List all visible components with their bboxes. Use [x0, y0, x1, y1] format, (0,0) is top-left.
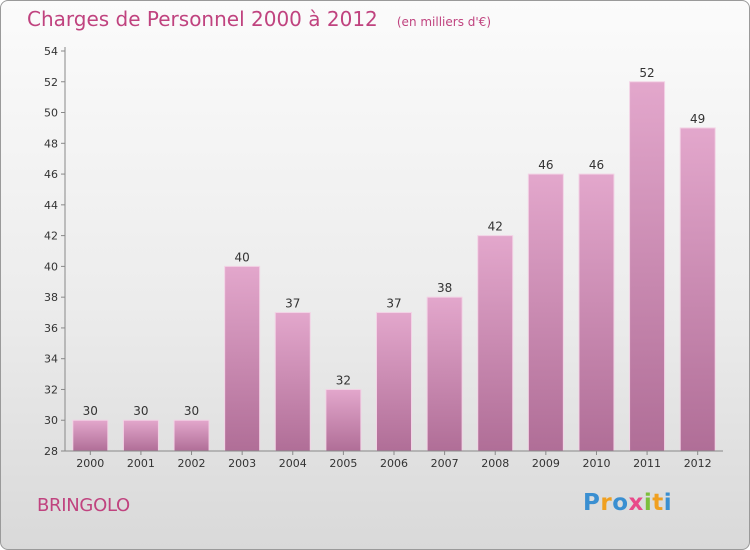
y-tick-label: 46: [44, 168, 58, 181]
logo-letter: o: [612, 490, 629, 516]
y-tick-label: 38: [44, 291, 58, 304]
y-tick-label: 34: [44, 353, 58, 366]
x-tick-label: 2008: [481, 457, 509, 470]
x-tick-label: 2012: [684, 457, 712, 470]
bar-2001: [123, 420, 159, 451]
bar-value-label: 37: [285, 297, 300, 311]
x-tick-label: 2006: [380, 457, 408, 470]
x-tick-label: 2009: [532, 457, 560, 470]
logo-letter: x: [628, 490, 644, 516]
y-tick-label: 36: [44, 322, 58, 335]
bar-value-label: 52: [639, 66, 654, 80]
chart-title: Charges de Personnel 2000 à 2012: [27, 7, 378, 31]
y-tick-label: 52: [44, 76, 58, 89]
y-tick-label: 28: [44, 445, 58, 458]
logo-letter: P: [583, 490, 601, 516]
bar-value-label: 30: [184, 404, 199, 418]
bar-value-label: 46: [589, 158, 604, 172]
x-tick-label: 2003: [228, 457, 256, 470]
y-tick-label: 44: [44, 199, 58, 212]
bar-2008: [477, 235, 513, 451]
bar-value-label: 38: [437, 281, 452, 295]
x-tick-label: 2004: [279, 457, 307, 470]
logo-letter: r: [600, 490, 613, 516]
chart-header: Charges de Personnel 2000 à 2012 (en mil…: [27, 7, 491, 31]
bar-2009: [528, 174, 564, 452]
chart-subtitle: (en milliers d'€): [396, 15, 491, 29]
bar-value-label: 30: [133, 404, 148, 418]
y-tick-label: 40: [44, 260, 58, 273]
bar-value-label: 49: [690, 112, 705, 126]
bar-value-label: 42: [488, 220, 503, 234]
bar-2005: [325, 389, 361, 451]
bar-2000: [72, 420, 108, 451]
bar-2010: [578, 174, 614, 452]
y-tick-label: 50: [44, 107, 58, 120]
y-tick-label: 42: [44, 230, 58, 243]
y-tick-label: 30: [44, 414, 58, 427]
y-axis: 28 30 32 34 36 38 40 42 44 46 48 50 52 54: [44, 45, 66, 458]
x-axis: 2000 2001 2002 2003 2004 2005 2006 2007 2008 2009…: [65, 450, 723, 470]
y-tick-label: 48: [44, 137, 58, 150]
x-tick-label: 2010: [582, 457, 610, 470]
commune-name: BRINGOLO: [37, 495, 130, 516]
bar-value-label: 30: [83, 404, 98, 418]
proxiti-logo: Proxiti: [583, 490, 672, 516]
bar-value-label: 46: [538, 158, 553, 172]
bar-2002: [174, 420, 210, 451]
bar-2006: [376, 312, 412, 451]
bar-value-label: 32: [336, 373, 351, 387]
x-tick-label: 2005: [329, 457, 357, 470]
x-tick-label: 2011: [633, 457, 661, 470]
logo-letter: i: [643, 490, 653, 516]
x-tick-label: 2001: [127, 457, 155, 470]
y-tick-label: 54: [44, 45, 58, 58]
x-tick-label: 2000: [76, 457, 104, 470]
bar-value-label: 40: [235, 250, 250, 264]
bar-2007: [427, 297, 463, 451]
bar-2011: [629, 81, 665, 452]
bar-value-label: 37: [386, 297, 401, 311]
bar-2012: [680, 127, 716, 451]
logo-letter: t: [652, 490, 664, 516]
bar-2004: [275, 312, 311, 451]
y-tick-label: 32: [44, 383, 58, 396]
bars: 30 30 30 40 37 32 37 38 42 46 46 52 49: [72, 66, 716, 452]
bar-2003: [224, 266, 260, 451]
logo-letter: i: [663, 490, 673, 516]
x-tick-label: 2002: [178, 457, 206, 470]
x-tick-label: 2007: [431, 457, 459, 470]
